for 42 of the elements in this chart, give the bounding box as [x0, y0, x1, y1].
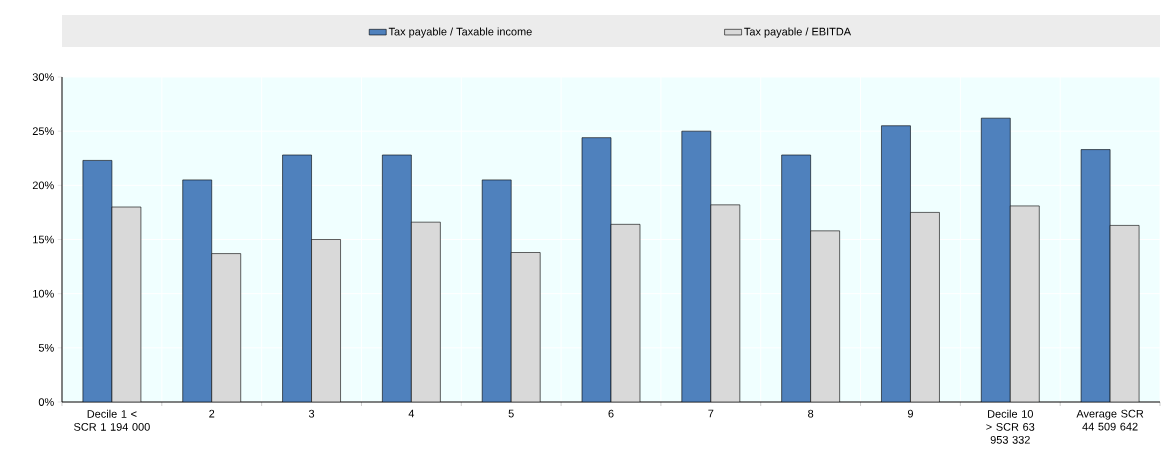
bar — [810, 230, 840, 402]
bar — [1009, 205, 1040, 402]
bar — [910, 212, 940, 402]
bar — [1109, 225, 1140, 402]
x-tick-label: 7 — [708, 409, 714, 418]
bar — [710, 204, 741, 402]
bar — [382, 154, 412, 402]
x-tick-label: Decile 1 < SCR 1 194 000 — [74, 409, 150, 431]
x-tick-label: 3 — [308, 409, 315, 418]
bar — [781, 154, 811, 402]
bar — [481, 179, 512, 402]
bar — [182, 179, 213, 402]
bar — [411, 221, 441, 402]
x-tick-label: 9 — [907, 409, 913, 418]
x-tick-label: 5 — [508, 409, 514, 418]
x-tick-label: Decile 10 > SCR 63 953 332 — [986, 409, 1035, 444]
bar — [282, 154, 312, 402]
y-tick-label: 5% — [38, 343, 54, 352]
y-tick-label: 20% — [32, 181, 54, 190]
x-tick-label: 4 — [408, 409, 415, 418]
y-tick-label: 0% — [38, 398, 54, 406]
y-tick-label: 10% — [33, 289, 54, 298]
x-tick-label: 2 — [209, 409, 215, 418]
bar — [82, 160, 113, 402]
bar — [1080, 149, 1111, 402]
bar — [581, 137, 612, 402]
y-tick-label: 30% — [32, 73, 54, 81]
bar — [510, 252, 541, 402]
legend-label: Tax payable / EBITDA — [744, 27, 852, 38]
y-tick-label: 25% — [32, 127, 54, 136]
bar — [311, 239, 341, 402]
x-tick-label: 8 — [808, 409, 814, 418]
y-tick-label: 15% — [33, 235, 54, 244]
bar — [980, 117, 1011, 402]
bar — [111, 206, 142, 402]
x-tick-label: Average SCR 44 509 642 — [1076, 409, 1144, 431]
bar — [211, 253, 242, 402]
bar — [681, 130, 712, 402]
bar — [881, 125, 911, 402]
legend-label: Tax payable / Taxable income — [388, 27, 532, 38]
x-tick-label: 6 — [608, 409, 614, 418]
bar — [610, 224, 641, 402]
